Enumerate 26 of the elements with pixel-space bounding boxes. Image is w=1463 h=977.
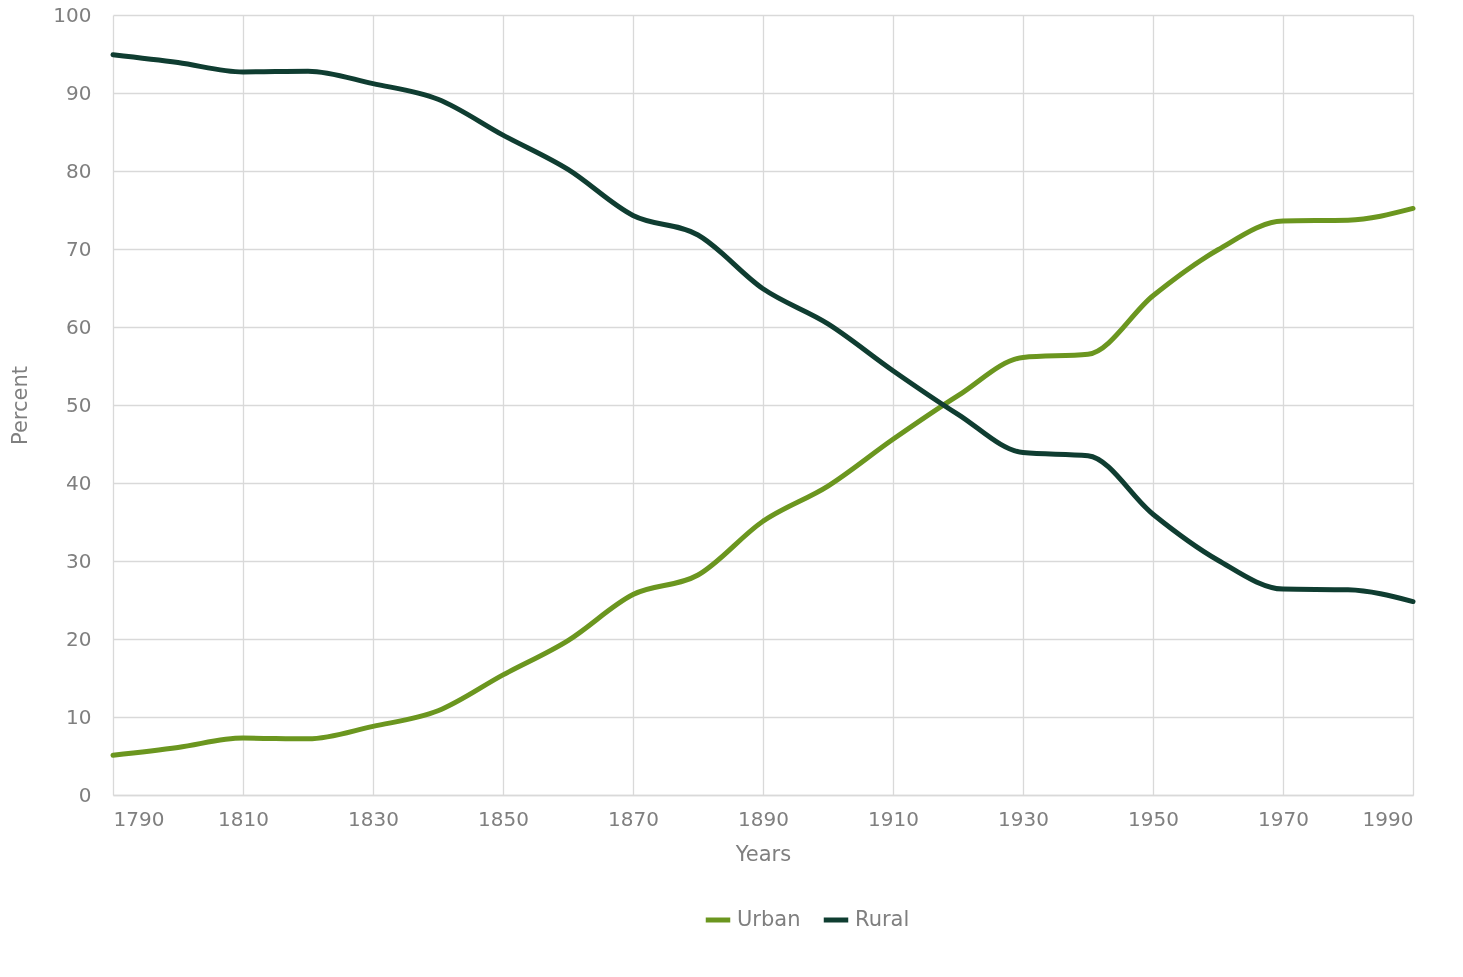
y-tick-label: 30 xyxy=(66,548,92,573)
y-tick-label: 90 xyxy=(66,80,92,105)
x-tick-label: 1830 xyxy=(348,806,399,831)
x-tick-label: 1790 xyxy=(113,806,165,831)
x-tick-label: 1870 xyxy=(608,806,659,831)
x-tick-label: 1970 xyxy=(1258,806,1309,831)
y-tick-label: 40 xyxy=(66,470,92,495)
x-tick-label: 1990 xyxy=(1362,806,1414,831)
x-tick-label: 1810 xyxy=(218,806,269,831)
x-tick-label: 1850 xyxy=(478,806,529,831)
x-tick-label: 1930 xyxy=(998,806,1049,831)
x-tick-label: 1910 xyxy=(868,806,919,831)
x-axis-title: Years xyxy=(734,841,792,866)
y-tick-label: 70 xyxy=(66,236,92,261)
y-tick-label: 100 xyxy=(53,2,92,27)
x-tick-label: 1950 xyxy=(1128,806,1179,831)
y-tick-label: 50 xyxy=(66,392,92,417)
y-tick-label: 60 xyxy=(66,314,92,339)
y-tick-label: 0 xyxy=(78,782,92,807)
y-tick-label: 10 xyxy=(66,704,92,729)
y-tick-label: 20 xyxy=(66,626,92,651)
legend-label: Urban xyxy=(737,907,801,931)
y-axis-title: Percent xyxy=(8,365,33,446)
legend-label: Rural xyxy=(855,907,910,931)
y-tick-label: 80 xyxy=(66,158,92,183)
x-tick-label: 1890 xyxy=(738,806,789,831)
